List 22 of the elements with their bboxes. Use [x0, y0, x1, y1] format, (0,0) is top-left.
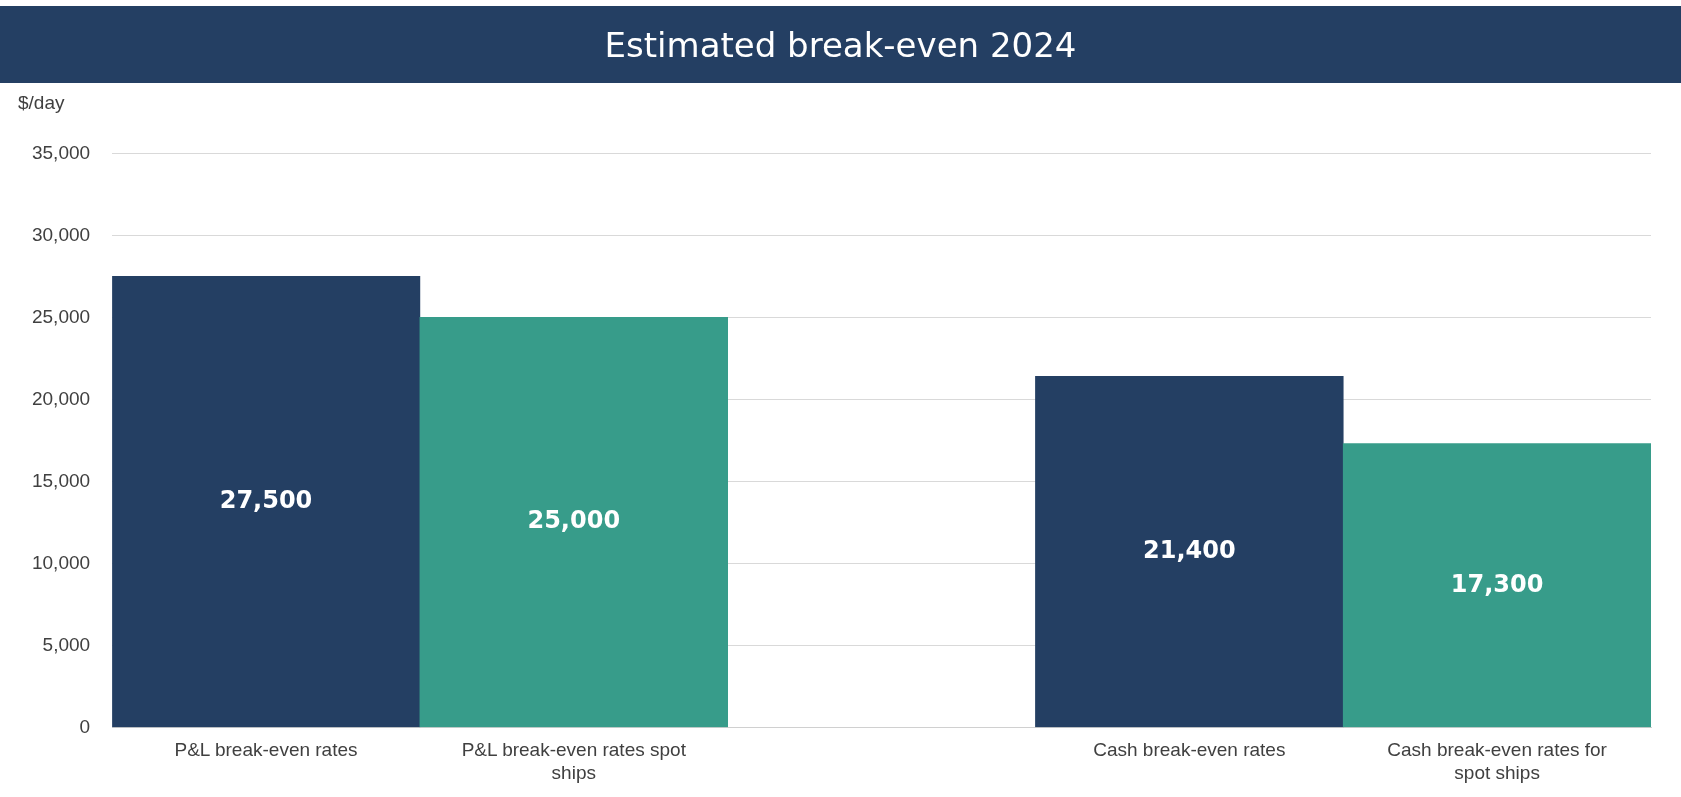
- data-label: 27,500: [219, 485, 313, 514]
- x-tick-label: P&L break-even rates: [174, 739, 358, 761]
- y-tick-label: 15,000: [31, 469, 91, 491]
- y-tick-label: 20,000: [31, 387, 91, 409]
- data-label: 21,400: [1143, 535, 1236, 564]
- y-tick-label: 5,000: [42, 633, 91, 655]
- bar: [1342, 443, 1651, 728]
- x-tick-label: Cash break-even rates for spot ships: [1387, 739, 1608, 783]
- data-label: 25,000: [527, 506, 621, 535]
- y-tick-label: 0: [79, 715, 91, 737]
- y-axis-title: $/day: [18, 92, 65, 114]
- y-tick-label: 30,000: [31, 223, 91, 245]
- chart-title: Estimated break-even 2024: [0, 6, 1681, 83]
- bar: [419, 317, 728, 728]
- bar: [112, 276, 421, 728]
- x-tick-label: Cash break-even rates: [1093, 739, 1286, 761]
- data-label: 17,300: [1450, 569, 1544, 598]
- y-tick-label: 25,000: [31, 305, 91, 327]
- bar: [1035, 376, 1344, 728]
- x-tick-label: P&L break-even rates spot ships: [461, 739, 687, 783]
- y-tick-label: 35,000: [31, 141, 91, 163]
- y-tick-label: 10,000: [31, 551, 91, 573]
